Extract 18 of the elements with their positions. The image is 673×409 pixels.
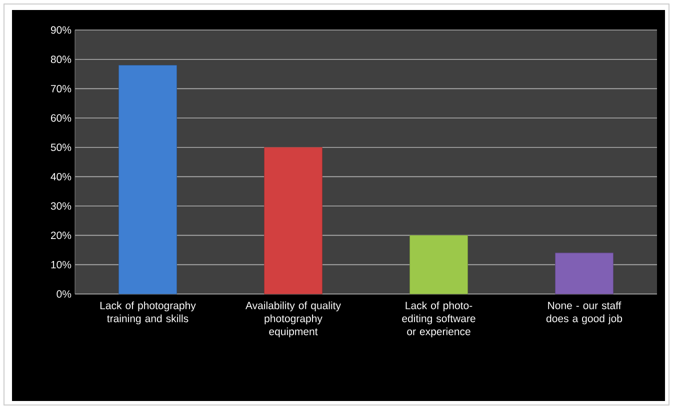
- bar: [410, 235, 468, 294]
- bar: [555, 252, 614, 294]
- y-tick-label: 90%: [50, 26, 72, 34]
- x-tick-label: Availability of quality photography equipment: [246, 302, 341, 338]
- y-tick-label: 80%: [50, 56, 72, 64]
- bar: [264, 147, 322, 294]
- x-tick-label: Lack of photography training and skills: [100, 302, 196, 324]
- y-tick-label: 10%: [51, 260, 72, 268]
- y-tick-label: 50%: [50, 144, 72, 152]
- y-tick-label: 20%: [50, 232, 72, 240]
- x-tick-label: Lack of photo-editing software or experience: [402, 302, 476, 338]
- y-tick-label: 40%: [50, 172, 72, 180]
- y-tick-label: 0%: [56, 290, 72, 298]
- y-tick-label: 60%: [50, 114, 72, 122]
- y-tick-label: 30%: [50, 202, 72, 210]
- y-tick-label: 70%: [50, 84, 72, 92]
- bar: [118, 65, 177, 294]
- x-tick-label: None - our staff does a good job: [546, 302, 622, 324]
